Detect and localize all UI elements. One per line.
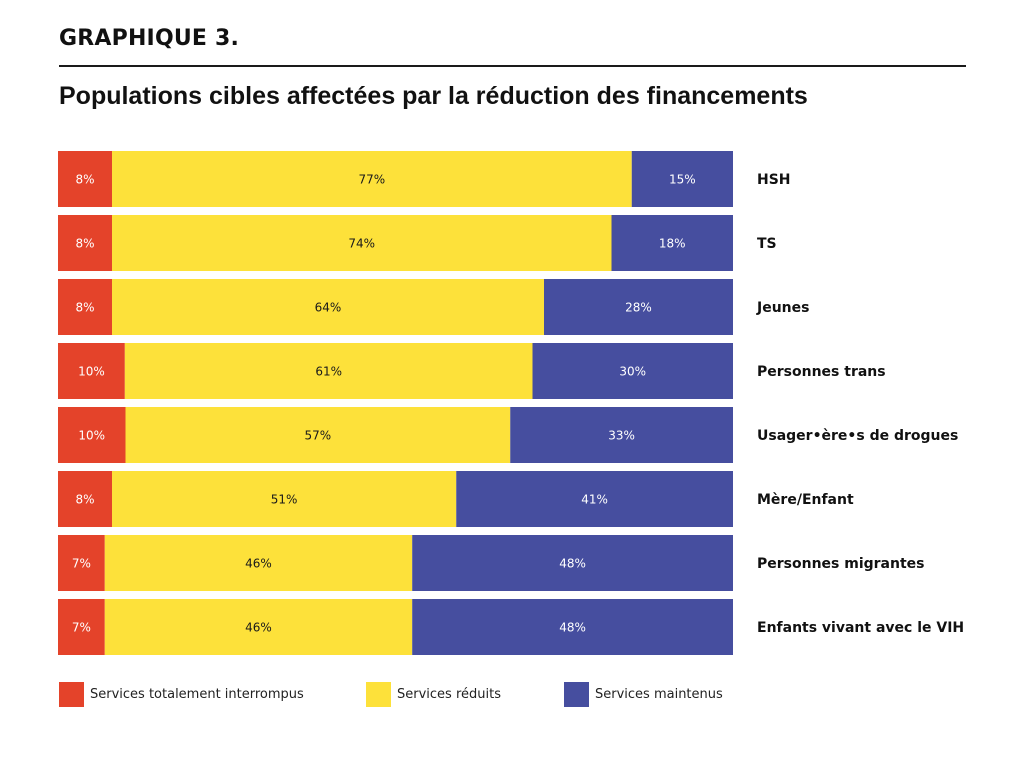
data-label-interrompus: 7% bbox=[72, 557, 91, 571]
bar-segment-interrompus bbox=[58, 343, 125, 399]
chart-kicker: GRAPHIQUE 3. bbox=[59, 26, 240, 51]
category-label: TS bbox=[757, 236, 777, 252]
bar-segment-maintenus bbox=[611, 215, 733, 271]
bar-segment-maintenus bbox=[456, 471, 733, 527]
data-label-reduits: 77% bbox=[359, 173, 386, 187]
category-label: Enfants vivant avec le VIH bbox=[757, 620, 964, 636]
legend-item-interrompus: Services totalement interrompus bbox=[59, 681, 304, 707]
bar-segment-reduits bbox=[112, 471, 457, 527]
legend-item-maintenus: Services maintenus bbox=[564, 681, 723, 707]
bar-segment-reduits bbox=[104, 535, 413, 591]
bar-segment-interrompus bbox=[58, 215, 112, 271]
bar-segment-interrompus bbox=[58, 151, 112, 207]
data-label-maintenus: 28% bbox=[625, 301, 652, 315]
data-label-reduits: 64% bbox=[315, 301, 342, 315]
data-label-reduits: 57% bbox=[305, 429, 332, 443]
legend-swatch-maintenus bbox=[564, 681, 589, 707]
data-label-maintenus: 30% bbox=[619, 365, 646, 379]
bar-segment-reduits bbox=[112, 151, 632, 207]
data-label-reduits: 51% bbox=[271, 493, 298, 507]
data-label-interrompus: 10% bbox=[78, 429, 105, 443]
bar-segment-maintenus bbox=[412, 599, 733, 655]
legend-swatch-interrompus bbox=[59, 681, 84, 707]
bar-segment-interrompus bbox=[58, 599, 105, 655]
category-label: HSH bbox=[757, 172, 791, 188]
bar-segment-interrompus bbox=[58, 535, 105, 591]
data-label-maintenus: 48% bbox=[559, 557, 586, 571]
data-label-maintenus: 15% bbox=[669, 173, 696, 187]
data-label-maintenus: 48% bbox=[559, 621, 586, 635]
bar-segment-reduits bbox=[112, 215, 612, 271]
chart-title: Populations cibles affectées par la rédu… bbox=[59, 82, 808, 110]
bar-segment-interrompus bbox=[58, 279, 112, 335]
bar-segment-maintenus bbox=[544, 279, 733, 335]
data-label-reduits: 61% bbox=[315, 365, 342, 379]
category-label: Mère/Enfant bbox=[757, 492, 854, 508]
data-label-reduits: 74% bbox=[348, 237, 375, 251]
data-label-reduits: 46% bbox=[245, 621, 272, 635]
bar-segment-maintenus bbox=[510, 407, 733, 463]
data-label-maintenus: 41% bbox=[581, 493, 608, 507]
bar-segment-reduits bbox=[124, 343, 533, 399]
data-label-interrompus: 8% bbox=[75, 237, 94, 251]
data-label-interrompus: 8% bbox=[75, 301, 94, 315]
header-divider bbox=[59, 65, 966, 67]
legend-swatch-reduits bbox=[366, 681, 391, 707]
bar-segment-maintenus bbox=[631, 151, 733, 207]
bar-segment-maintenus bbox=[532, 343, 733, 399]
data-label-maintenus: 33% bbox=[608, 429, 635, 443]
legend-item-reduits: Services réduits bbox=[366, 681, 501, 707]
category-label: Personnes migrantes bbox=[757, 556, 925, 572]
bar-segment-interrompus bbox=[58, 471, 112, 527]
category-label: Usager•ère•s de drogues bbox=[757, 428, 958, 444]
bar-segment-maintenus bbox=[412, 535, 733, 591]
category-label: Jeunes bbox=[756, 300, 809, 316]
data-label-interrompus: 7% bbox=[72, 621, 91, 635]
bar-segment-reduits bbox=[104, 599, 413, 655]
data-label-reduits: 46% bbox=[245, 557, 272, 571]
bar-segment-reduits bbox=[112, 279, 544, 335]
legend-label-interrompus: Services totalement interrompus bbox=[90, 686, 304, 702]
bar-segment-reduits bbox=[125, 407, 511, 463]
data-label-interrompus: 8% bbox=[75, 173, 94, 187]
data-label-interrompus: 10% bbox=[78, 365, 105, 379]
bar-segment-interrompus bbox=[58, 407, 126, 463]
category-label: Personnes trans bbox=[757, 364, 886, 380]
data-label-maintenus: 18% bbox=[659, 237, 686, 251]
legend-label-reduits: Services réduits bbox=[397, 686, 501, 702]
data-label-interrompus: 8% bbox=[75, 493, 94, 507]
legend-label-maintenus: Services maintenus bbox=[595, 686, 723, 702]
